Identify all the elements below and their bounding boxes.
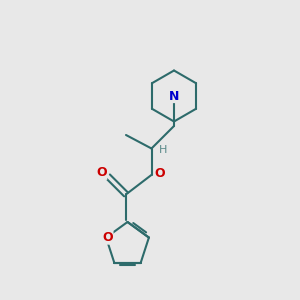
Text: O: O — [96, 166, 107, 179]
Text: N: N — [169, 89, 179, 103]
Text: O: O — [154, 167, 165, 180]
Text: O: O — [102, 231, 113, 244]
Text: H: H — [159, 145, 167, 155]
